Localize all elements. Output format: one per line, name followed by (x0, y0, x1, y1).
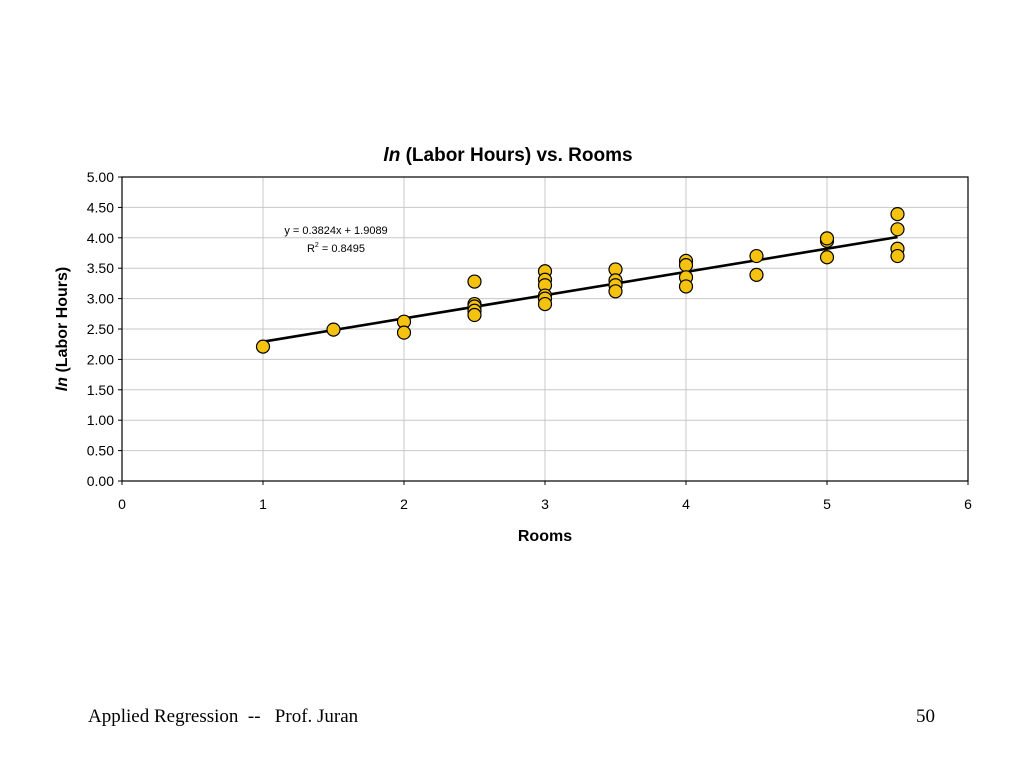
x-tick-label: 3 (541, 496, 549, 512)
data-point (749, 267, 764, 282)
data-point (819, 250, 835, 265)
data-point (819, 231, 835, 246)
x-tick-label: 4 (682, 496, 690, 512)
x-tick-label: 0 (118, 496, 126, 512)
y-tick-label: 2.00 (87, 351, 114, 367)
x-tick-label: 5 (823, 496, 831, 512)
trendline (262, 235, 898, 343)
y-tick-label: 2.50 (87, 321, 114, 337)
data-point (678, 258, 694, 273)
data-point (537, 296, 553, 312)
footer-course-label: Applied Regression -- Prof. Juran (88, 706, 359, 727)
data-point (396, 325, 412, 340)
data-point (608, 284, 623, 299)
page-number: 50 (916, 706, 935, 727)
data-point (467, 307, 482, 323)
data-point (890, 206, 905, 222)
y-tick-label: 4.50 (87, 199, 114, 215)
data-point (326, 322, 341, 337)
y-tick-label: 0.00 (87, 473, 114, 489)
scatter-points (255, 206, 905, 354)
y-tick-label: 1.00 (87, 412, 114, 428)
data-point (255, 339, 271, 354)
y-tick-label: 0.50 (87, 443, 114, 459)
y-axis-title: ln (Labor Hours) (54, 267, 71, 391)
y-tick-label: 5.00 (87, 169, 114, 185)
r-squared-label: R2 = 0.8495 (307, 242, 365, 255)
chart-title: ln (Labor Hours) vs. Rooms (383, 145, 632, 166)
y-tick-label: 3.50 (87, 260, 114, 276)
x-axis-title: Rooms (518, 528, 572, 545)
data-point (749, 248, 764, 264)
x-tick-label: 6 (964, 496, 972, 512)
data-point (890, 222, 905, 237)
y-tick-label: 3.00 (87, 291, 114, 307)
data-point (890, 248, 905, 264)
trendline-equation: y = 0.3824x + 1.9089 (284, 225, 387, 237)
y-tick-label: 4.00 (87, 230, 114, 246)
y-axis-ticks: 0.00 0.50 1.00 1.50 2.00 2.50 3.00 3.50 4.00 4.50… (87, 169, 122, 489)
x-axis-ticks: 0 1 2 3 4 5 6 (118, 481, 972, 512)
data-point (467, 274, 482, 289)
x-tick-label: 2 (400, 496, 408, 512)
gridlines (121, 176, 969, 482)
data-point (678, 279, 694, 294)
x-tick-label: 1 (259, 496, 267, 512)
y-tick-label: 1.50 (87, 382, 114, 398)
